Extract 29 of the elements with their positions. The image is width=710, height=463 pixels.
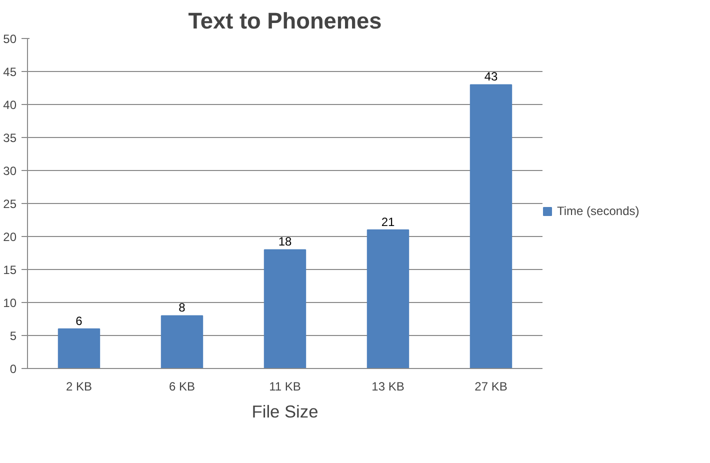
bar [264, 249, 306, 368]
y-tick-label: 0 [10, 362, 17, 376]
data-label: 8 [178, 300, 186, 315]
x-tick-label: 27 KB [474, 380, 508, 394]
y-tick-label: 15 [3, 263, 17, 277]
y-tick-label: 35 [3, 131, 17, 145]
bar [470, 84, 512, 368]
legend-label: Time (seconds) [557, 204, 640, 218]
data-label: 18 [278, 234, 292, 249]
y-tick-label: 30 [3, 164, 17, 178]
y-tick-label: 5 [10, 329, 17, 343]
y-tick-label: 25 [3, 197, 17, 211]
y-tick-label: 45 [3, 65, 17, 79]
y-tick-label: 20 [3, 230, 17, 244]
x-tick-label: 13 KB [372, 380, 404, 394]
y-tick-label: 40 [3, 98, 17, 112]
data-label: 21 [381, 214, 395, 229]
chart-title: Text to Phonemes [188, 8, 382, 34]
bar [58, 328, 100, 368]
x-tick-label: 11 KB [269, 380, 301, 394]
x-axis-title: File Size [252, 402, 318, 422]
y-tick-label: 10 [3, 296, 17, 310]
x-tick-label: 6 KB [168, 380, 196, 394]
data-label: 6 [76, 314, 83, 328]
bar [366, 229, 410, 368]
data-label: 43 [484, 70, 498, 84]
bar [160, 315, 204, 368]
y-tick-label: 50 [3, 32, 17, 46]
x-tick-label: 2 KB [66, 380, 92, 394]
